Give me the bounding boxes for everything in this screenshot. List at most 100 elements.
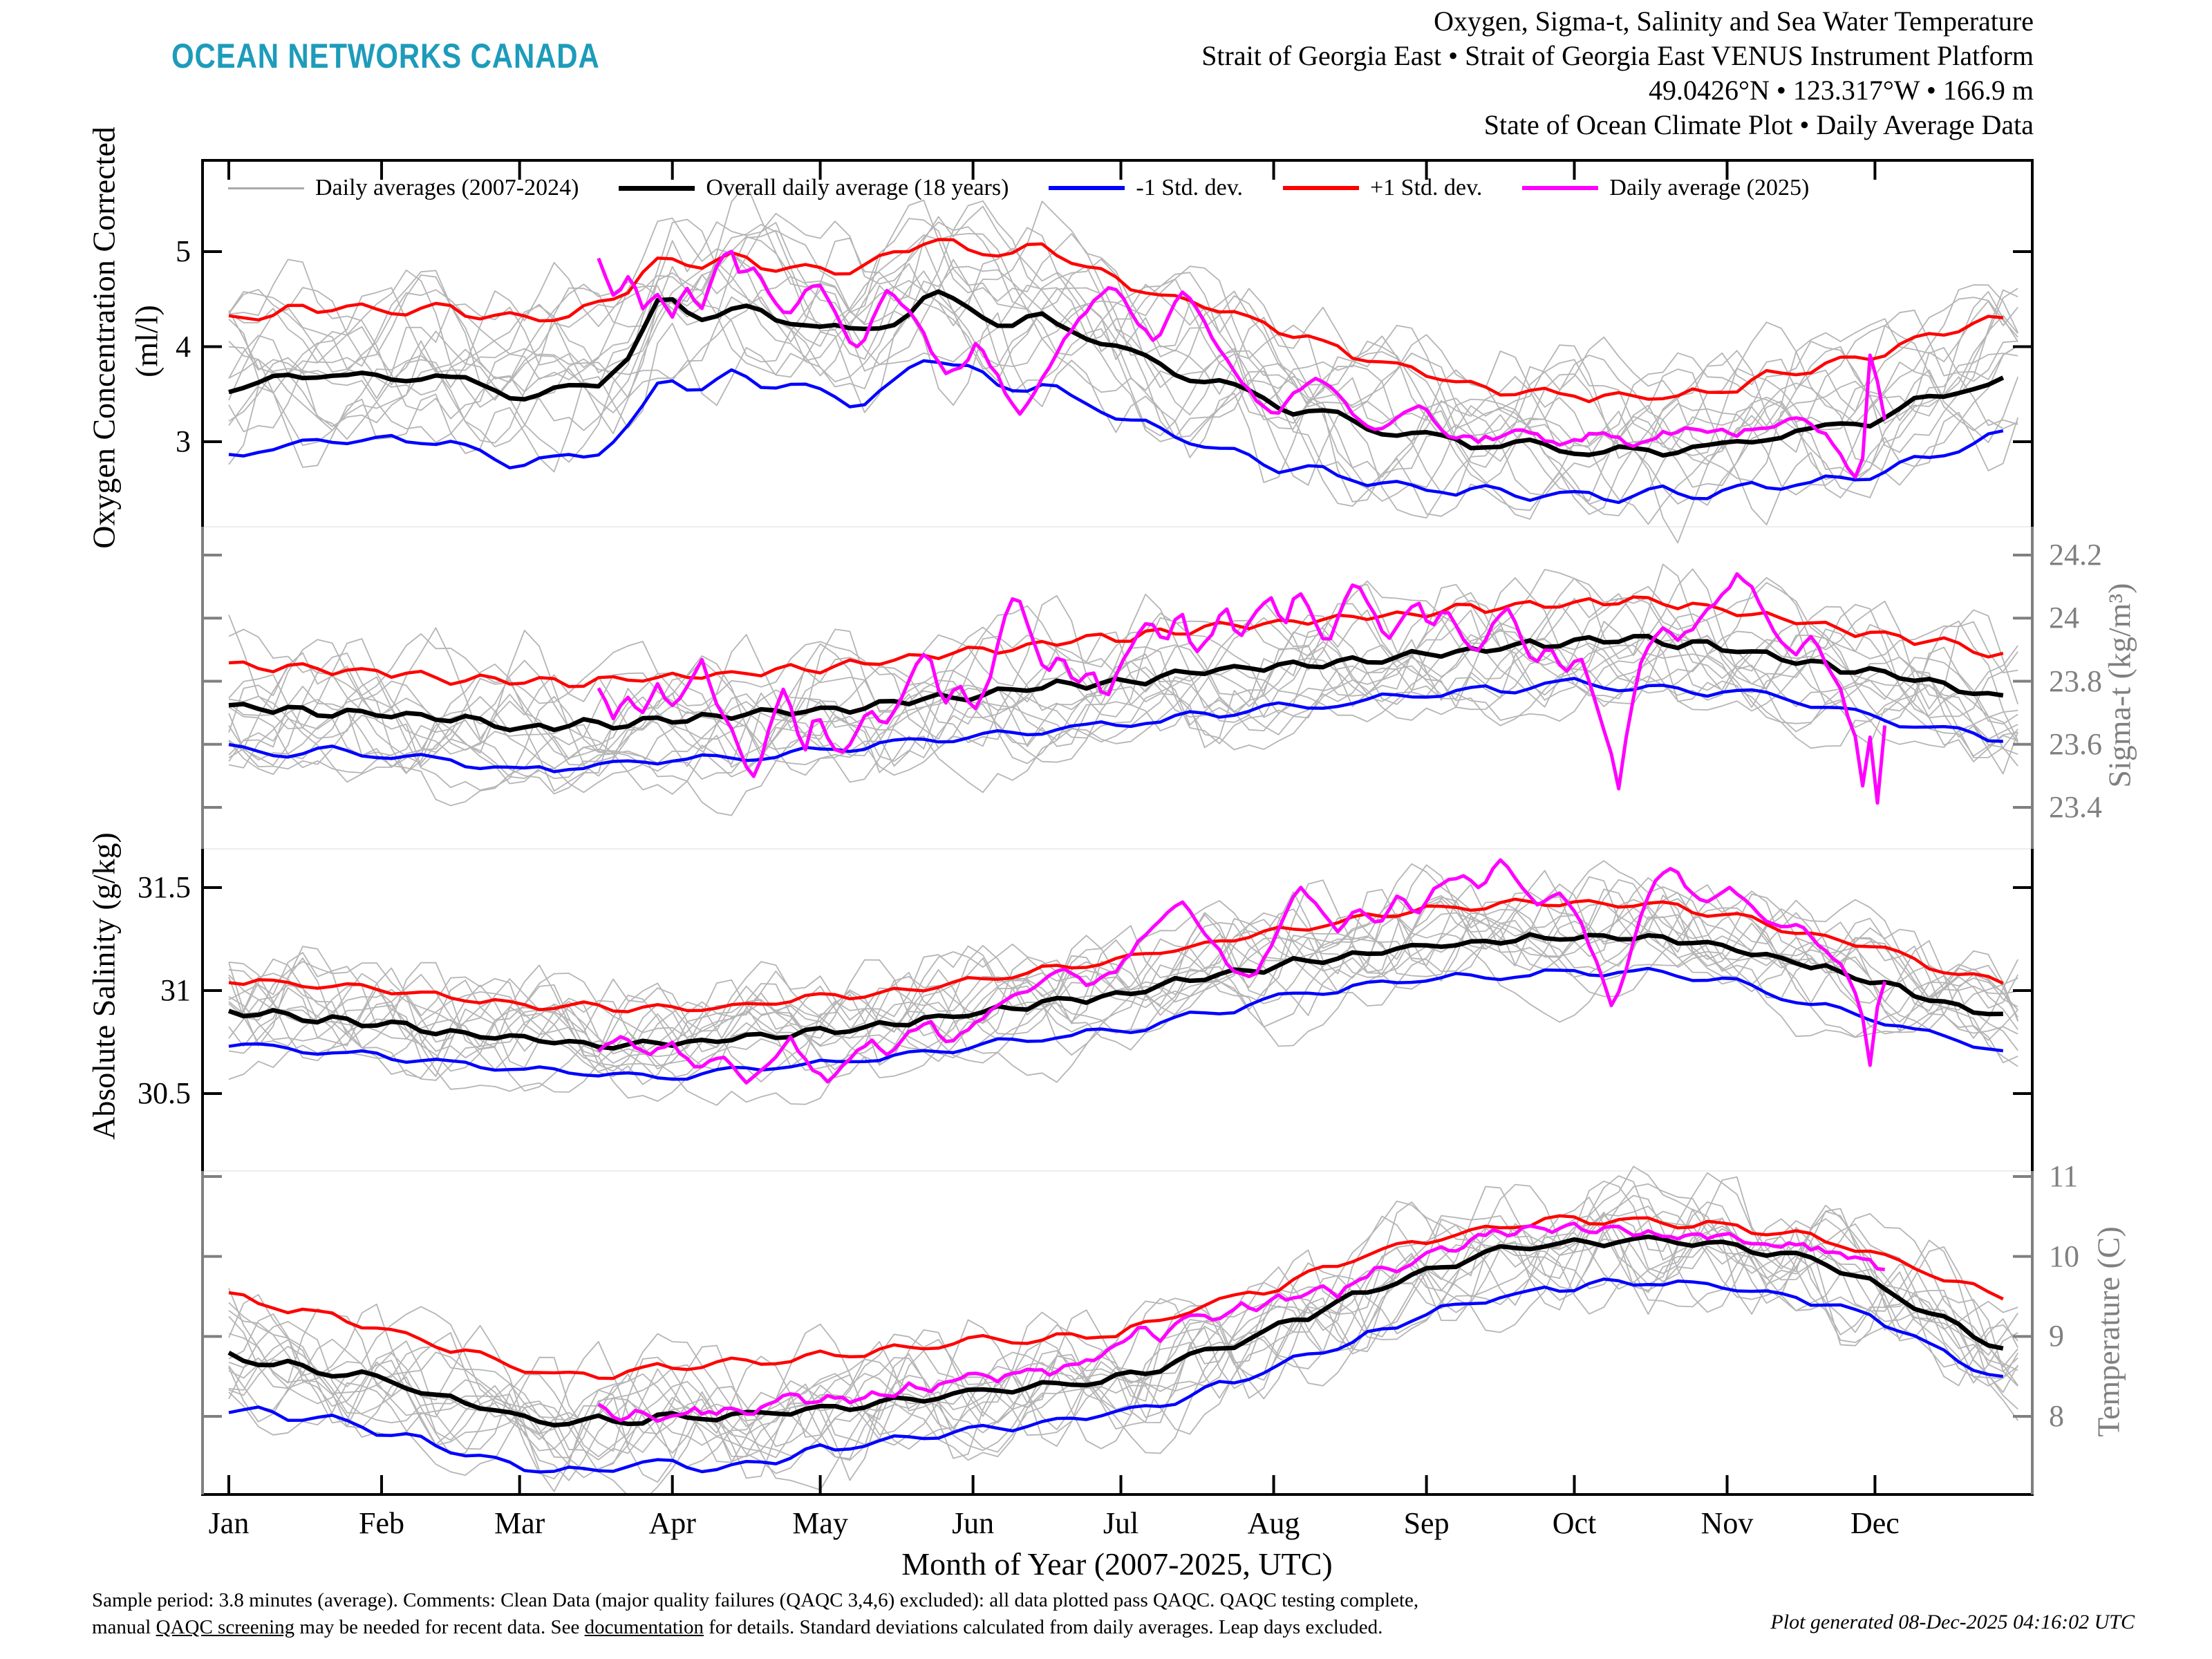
salinity-daily-average-year-line [228, 860, 2018, 1043]
sigma-t-daily-average-year-line [228, 646, 2018, 795]
legend-item-0: Daily averages (2007-2024) [228, 175, 579, 201]
month-label-jun: Jun [952, 1506, 995, 1540]
oxygen-ytick-label: 5 [176, 234, 191, 268]
sigma-t-2025-line [597, 572, 1887, 805]
sigma-t-ytick-label: 23.6 [2049, 727, 2102, 761]
legend: Daily averages (2007-2024) Overall daily … [228, 171, 1809, 205]
temperature-ytick-label: 11 [2049, 1159, 2079, 1193]
month-label-sep: Sep [1403, 1506, 1450, 1540]
oxygen-daily-average-year-line [228, 217, 2018, 458]
sigma-t-ytick-label: 24.2 [2049, 538, 2102, 572]
plot-title-line2: Strait of Georgia East • Strait of Georg… [1201, 40, 2034, 71]
curves-layer [227, 182, 2019, 1494]
month-label-nov: Nov [1700, 1506, 1754, 1540]
salinity-daily-average-year-line [228, 884, 2018, 1053]
onc-logo: OCEAN NETWORKS CANADA [171, 37, 600, 75]
legend-item-1: Overall daily average (18 years) [619, 175, 1009, 201]
sigma-t-daily-average-year-line [228, 569, 2018, 706]
legend-swatch-icon [619, 185, 695, 191]
temperature-daily-average-year-line [228, 1238, 2018, 1494]
oxygen-daily-average-year-line [228, 275, 2018, 525]
sigma-t-daily-average-year-line [228, 609, 2018, 792]
footer-line2-text: manual [92, 1616, 156, 1638]
footer-line2-text3: for details. Standard deviations calcula… [703, 1616, 1383, 1638]
month-label-dec: Dec [1850, 1506, 1900, 1540]
salinity-mean-line [227, 932, 2003, 1051]
temperature-ytick-label: 8 [2049, 1399, 2064, 1433]
plot-title-block: Oxygen, Sigma-t, Salinity and Sea Water … [1201, 4, 2034, 142]
footer-line2: manual QAQC screening may be needed for … [92, 1614, 1418, 1641]
legend-swatch-icon [1049, 186, 1125, 190]
oxygen-axis-unit-label: (ml/l) [129, 305, 165, 377]
sigma-t-plus_std-line [228, 595, 2004, 688]
oxygen-daily-average-year-line [228, 200, 2019, 468]
sigma-t-ytick-label: 23.4 [2049, 790, 2102, 824]
sigma-t-daily-average-year-line [228, 593, 2019, 775]
sigma-t-daily-average-year-line [228, 603, 2018, 760]
temperature-daily-average-year-line [228, 1217, 2018, 1463]
salinity-daily-average-year-line [228, 894, 2018, 1077]
oxygen-axis-label: Oxygen Concentration Corrected [86, 126, 122, 549]
salinity-daily-average-year-line [228, 883, 2019, 1062]
salinity-ytick-label: 30.5 [138, 1076, 191, 1110]
temperature-daily-average-year-line [228, 1197, 2018, 1463]
oxygen-daily-average-year-line [228, 242, 2018, 496]
temperature-daily-average-year-line [228, 1194, 2018, 1480]
temperature-minus_std-line [228, 1277, 2004, 1474]
oxygen-daily-average-year-line [228, 182, 2018, 459]
oxygen-minus_std-line [228, 359, 2004, 505]
sigma-t-minus_std-line [228, 677, 2003, 774]
salinity-minus_std-line [228, 966, 2004, 1081]
salinity-axis-label: Absolute Salinity (g/kg) [86, 832, 122, 1140]
salinity-daily-average-year-line [228, 876, 2018, 1035]
footer-line2-text2: may be needed for recent data. See [294, 1616, 585, 1638]
legend-label: Overall daily average (18 years) [706, 175, 1009, 200]
footer-line1: Sample period: 3.8 minutes (average). Co… [92, 1589, 1419, 1611]
month-label-mar: Mar [494, 1506, 545, 1540]
month-label-may: May [792, 1506, 848, 1540]
month-label-jul: Jul [1103, 1506, 1139, 1540]
month-label-oct: Oct [1552, 1506, 1597, 1540]
salinity-daily-average-year-line [228, 879, 2019, 1071]
qaqc-screening-link[interactable]: QAQC screening [156, 1616, 295, 1638]
month-label-jan: Jan [208, 1506, 250, 1540]
salinity-daily-average-year-line [228, 898, 2018, 1055]
oxygen-daily-average-year-line [228, 270, 2018, 520]
salinity-daily-average-year-line [228, 864, 2019, 1058]
sigma-t-daily-average-year-line [228, 585, 2018, 777]
sigmat-axis-label: Sigma-t (kg/m³) [2101, 583, 2137, 788]
temperature-plus_std-line [228, 1214, 2004, 1380]
salinity-plus_std-line [228, 897, 2004, 1013]
legend-item-3: +1 Std. dev. [1282, 175, 1482, 201]
oxygen-ytick-label: 4 [176, 329, 191, 364]
legend-item-2: -1 Std. dev. [1049, 175, 1243, 201]
legend-label: Daily average (2025) [1609, 175, 1810, 200]
month-label-feb: Feb [359, 1506, 405, 1540]
oxygen-daily-average-year-line [228, 272, 2018, 505]
plot-title-line4: State of Ocean Climate Plot • Daily Aver… [1483, 109, 2034, 140]
oxygen-ytick-label: 3 [176, 424, 191, 458]
temperature-daily-average-year-line [228, 1175, 2018, 1452]
temperature-daily-average-year-line [228, 1214, 2018, 1459]
month-label-apr: Apr [648, 1506, 696, 1540]
temperature-mean-line [227, 1234, 2004, 1427]
xaxis-title: Month of Year (2007-2025, UTC) [901, 1546, 1333, 1582]
legend-label: Daily averages (2007-2024) [315, 175, 579, 200]
oxygen-daily-average-year-line [228, 221, 2018, 485]
legend-swatch-icon [1282, 186, 1359, 190]
temperature-daily-average-year-line [228, 1206, 2018, 1437]
legend-swatch-icon [228, 187, 304, 189]
sigma-t-ytick-label: 24 [2049, 601, 2079, 635]
oxygen-2025-line [597, 250, 1887, 479]
salinity-daily-average-year-line [228, 901, 2018, 1082]
documentation-link[interactable]: documentation [584, 1616, 704, 1638]
temperature-daily-average-year-line [228, 1225, 2018, 1461]
footer-comments: Sample period: 3.8 minutes (average). Co… [92, 1587, 1418, 1641]
oxygen-plus_std-line [228, 238, 2004, 404]
temperature-daily-average-year-line [228, 1165, 2018, 1435]
sigma-t-daily-average-year-line [228, 568, 2018, 765]
sigma-t-ytick-label: 23.8 [2049, 664, 2102, 698]
plot-generated-timestamp: Plot generated 08-Dec-2025 04:16:02 UTC [1770, 1611, 2135, 1633]
temperature-ytick-label: 9 [2049, 1319, 2064, 1353]
sigma-t-daily-average-year-line [228, 597, 2019, 774]
